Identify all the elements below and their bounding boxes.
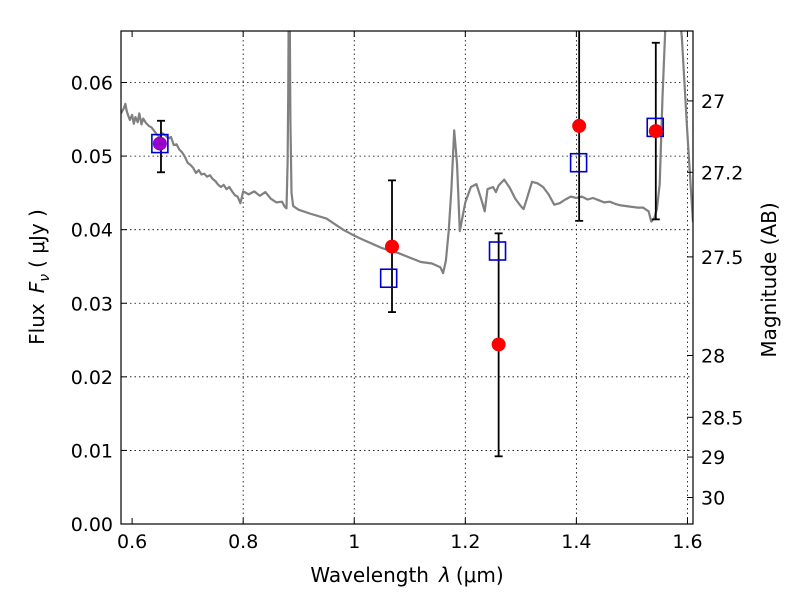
x-axis: 0.6 0.8 1 1.2 1.4 1.6 <box>117 31 703 553</box>
y2-tick-label: 29 <box>701 447 725 469</box>
model-spectrum-line <box>121 31 693 275</box>
plot-area <box>121 31 693 458</box>
y-tick-label: 0.04 <box>71 220 113 242</box>
x-tick-label: 1.2 <box>450 531 480 553</box>
y-tick-label: 0.05 <box>71 146 113 168</box>
y-axis: 0.00 0.01 0.02 0.03 0.04 0.05 0.06 <box>71 73 127 536</box>
observed-flux-point <box>491 337 506 352</box>
overlap-point <box>152 136 167 151</box>
y2-tick-label: 30 <box>701 488 725 510</box>
grid-lines <box>121 31 693 524</box>
plot-frame <box>120 30 694 525</box>
x-tick-label: 1.4 <box>561 531 591 553</box>
y-axis-label: FluxFν( μJy ) <box>25 209 53 345</box>
y-tick-label: 0.06 <box>71 73 113 95</box>
y2-tick-label: 27.2 <box>701 162 743 184</box>
model-photometry-square <box>151 133 169 154</box>
y2-tick-label: 27.5 <box>701 247 743 269</box>
model-photometry-square <box>569 152 588 173</box>
observed-flux-point <box>648 124 663 139</box>
x-axis-label: Wavelength λ (μm) <box>310 563 503 587</box>
model-photometry-square <box>379 268 398 289</box>
x-tick-label: 1 <box>348 531 360 553</box>
x-tick-label: 0.8 <box>228 531 258 553</box>
y2-axis-label: Magnitude (AB) <box>757 202 781 357</box>
observed-flux-point <box>385 239 400 254</box>
x-tick-label: 0.6 <box>117 531 147 553</box>
y2-tick-label: 27 <box>701 91 725 113</box>
observed-flux-point <box>572 118 587 133</box>
y-tick-label: 0.03 <box>71 293 113 315</box>
y2-axis: 27 27.2 27.5 28 28.5 29 30 <box>687 91 743 510</box>
y2-tick-label: 28.5 <box>701 407 743 429</box>
y-tick-label: 0.01 <box>71 440 113 462</box>
x-tick-label: 1.6 <box>672 531 702 553</box>
y-tick-label: 0.00 <box>71 514 113 536</box>
y-tick-label: 0.02 <box>71 367 113 389</box>
model-photometry-square <box>488 241 507 261</box>
y2-tick-label: 28 <box>701 345 725 367</box>
